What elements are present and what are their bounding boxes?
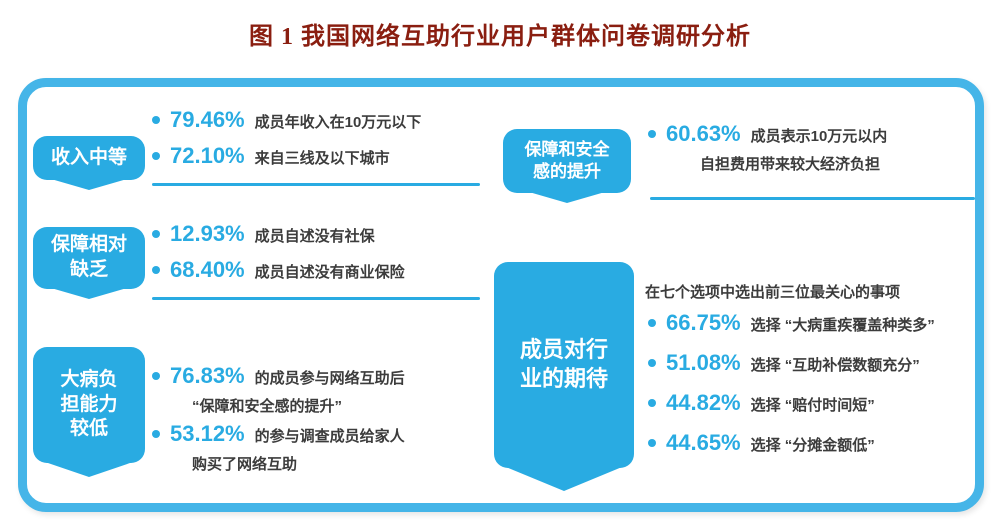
stat-item-income-1: 79.46% 成员年收入在10万元以下 (152, 107, 421, 133)
stat-value: 44.82% (666, 390, 741, 415)
stat-value: 60.63% (666, 121, 741, 146)
stat-value: 76.83% (170, 363, 245, 388)
stat-row: 12.93% 成员自述没有社保 (152, 221, 375, 247)
stat-item-security-1: 60.63% 成员表示10万元以内 自担费用带来较大经济负担 (648, 121, 887, 174)
group-label-security-gain-text: 保障和安全 感的提升 (524, 139, 610, 181)
stat-row: 68.40% 成员自述没有商业保险 (152, 257, 405, 283)
stat-desc: 选择 “互助补偿数额充分” (750, 357, 920, 374)
group-label-expectations-text: 成员对行 业的期待 (519, 337, 608, 391)
bullet-icon (152, 266, 160, 274)
stat-row: 79.46% 成员年收入在10万元以下 (152, 107, 421, 133)
stat-value: 44.65% (666, 430, 741, 455)
stat-item-income-2: 72.10% 来自三线及以下城市 (152, 143, 390, 169)
stat-value: 66.75% (666, 310, 741, 335)
stat-desc: 选择 “大病重疾覆盖种类多” (750, 317, 935, 334)
stat-value: 68.40% (170, 257, 245, 282)
stat-value: 79.46% (170, 107, 245, 132)
stat-row: 72.10% 来自三线及以下城市 (152, 143, 390, 169)
stat-item-expectations-3: 44.82% 选择 “赔付时间短” (648, 390, 875, 416)
stat-desc: 成员年收入在10万元以下 (254, 114, 422, 131)
stat-desc: 选择 “赔付时间短” (750, 397, 875, 414)
stat-row: 53.12% 的参与调查成员给家人 (152, 421, 405, 447)
bullet-icon (648, 130, 656, 138)
stat-value: 12.93% (170, 221, 245, 246)
bullet-icon (152, 152, 160, 160)
stat-desc: 来自三线及以下城市 (254, 150, 390, 167)
bullet-icon (648, 359, 656, 367)
stat-row: 60.63% 成员表示10万元以内 (648, 121, 887, 147)
group-label-illness-burden: 大病负 担能力 较低 (33, 347, 145, 463)
stat-desc: 选择 “分摊金额低” (750, 437, 875, 454)
stat-item-burden-2: 53.12% 的参与调查成员给家人 购买了网络互助 (152, 421, 405, 474)
stat-desc-continued: “保障和安全感的提升” (192, 398, 343, 415)
stat-desc: 成员表示10万元以内 (750, 128, 888, 145)
stat-item-expectations-2: 51.08% 选择 “互助补偿数额充分” (648, 350, 920, 376)
stat-desc: 的参与调查成员给家人 (254, 428, 405, 445)
group-label-lack-coverage-text: 保障相对 缺乏 (50, 234, 127, 280)
bullet-icon (648, 399, 656, 407)
stat-desc-continued: 自担费用带来较大经济负担 (700, 156, 881, 173)
stat-row: 51.08% 选择 “互助补偿数额充分” (648, 350, 920, 376)
stat-item-burden-1: 76.83% 的成员参与网络互助后 “保障和安全感的提升” (152, 363, 405, 416)
stat-item-coverage-1: 12.93% 成员自述没有社保 (152, 221, 375, 247)
stat-item-coverage-2: 68.40% 成员自述没有商业保险 (152, 257, 405, 283)
group-label-income-text: 收入中等 (50, 146, 127, 168)
bullet-icon (152, 116, 160, 124)
divider-line (650, 197, 975, 200)
divider-line (152, 183, 480, 186)
bullet-icon (152, 430, 160, 438)
stat-row: 44.65% 选择 “分摊金额低” (648, 430, 875, 456)
bullet-icon (648, 319, 656, 327)
group-label-expectations: 成员对行 业的期待 (494, 262, 634, 468)
group-label-income: 收入中等 (33, 136, 145, 180)
bullet-icon (648, 439, 656, 447)
stat-desc-continued: 购买了网络互助 (192, 456, 298, 473)
expectations-intro: 在七个选项中选出前三位最关心的事项 (645, 284, 901, 301)
group-label-lack-coverage: 保障相对 缺乏 (33, 227, 145, 289)
divider-line (152, 297, 480, 300)
stat-row: 66.75% 选择 “大病重疾覆盖种类多” (648, 310, 935, 336)
stat-desc: 成员自述没有商业保险 (254, 264, 405, 281)
group-label-illness-burden-text: 大病负 担能力 较低 (60, 368, 118, 440)
stat-row: 76.83% 的成员参与网络互助后 (152, 363, 405, 389)
stat-item-expectations-1: 66.75% 选择 “大病重疾覆盖种类多” (648, 310, 935, 336)
stat-row: 44.82% 选择 “赔付时间短” (648, 390, 875, 416)
stat-desc: 成员自述没有社保 (254, 228, 375, 245)
stat-value: 53.12% (170, 421, 245, 446)
stat-value: 51.08% (666, 350, 741, 375)
stat-desc: 的成员参与网络互助后 (254, 370, 405, 387)
stat-value: 72.10% (170, 143, 245, 168)
group-label-security-gain: 保障和安全 感的提升 (503, 129, 631, 193)
figure-title: 图 1 我国网络互助行业用户群体问卷调研分析 (249, 24, 751, 50)
bullet-icon (152, 230, 160, 238)
stat-item-expectations-4: 44.65% 选择 “分摊金额低” (648, 430, 875, 456)
bullet-icon (152, 372, 160, 380)
